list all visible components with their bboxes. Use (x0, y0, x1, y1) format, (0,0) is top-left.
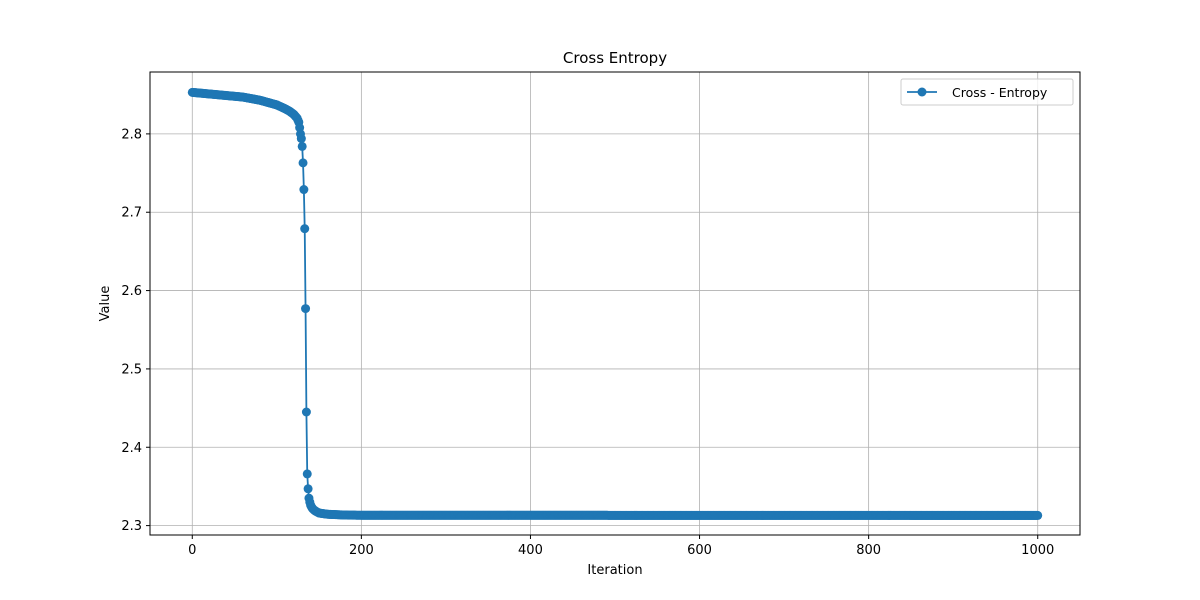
data-point (300, 224, 310, 234)
x-axis-label: Iteration (587, 563, 642, 578)
axis-ticks: 0 200 400 600 800 1000 2.3 2.4 2.5 2.6 2.7 2.8 (121, 127, 1054, 558)
data-point (1033, 510, 1043, 520)
data-point (298, 158, 308, 168)
x-tick-label: 0 (188, 543, 196, 558)
x-tick-label: 600 (687, 543, 712, 558)
chart-title: Cross Entropy (563, 49, 667, 67)
y-axis-label: Value (98, 286, 113, 322)
data-point (299, 185, 309, 195)
y-tick-label: 2.8 (121, 127, 142, 142)
y-tick-label: 2.7 (121, 206, 142, 221)
series-layer (187, 87, 1043, 520)
series-markers (187, 87, 1043, 520)
x-tick-label: 200 (349, 543, 374, 558)
grid-lines (150, 72, 1080, 535)
data-point (297, 141, 307, 151)
y-tick-label: 2.3 (121, 519, 142, 534)
data-point (301, 304, 311, 314)
data-point (302, 469, 312, 479)
legend: Cross - Entropy (900, 78, 1074, 106)
y-tick-label: 2.6 (121, 284, 142, 299)
data-point (303, 484, 313, 494)
y-tick-label: 2.4 (121, 441, 142, 456)
legend-label: Cross - Entropy (952, 85, 1048, 100)
x-tick-label: 800 (856, 543, 881, 558)
legend-marker-icon (917, 87, 927, 97)
x-tick-label: 400 (518, 543, 543, 558)
legend-box (900, 78, 1074, 106)
data-point (296, 134, 306, 144)
data-point (301, 407, 311, 417)
x-tick-label: 1000 (1021, 543, 1054, 558)
axes-frame (149, 71, 1081, 536)
y-tick-label: 2.5 (121, 362, 142, 377)
